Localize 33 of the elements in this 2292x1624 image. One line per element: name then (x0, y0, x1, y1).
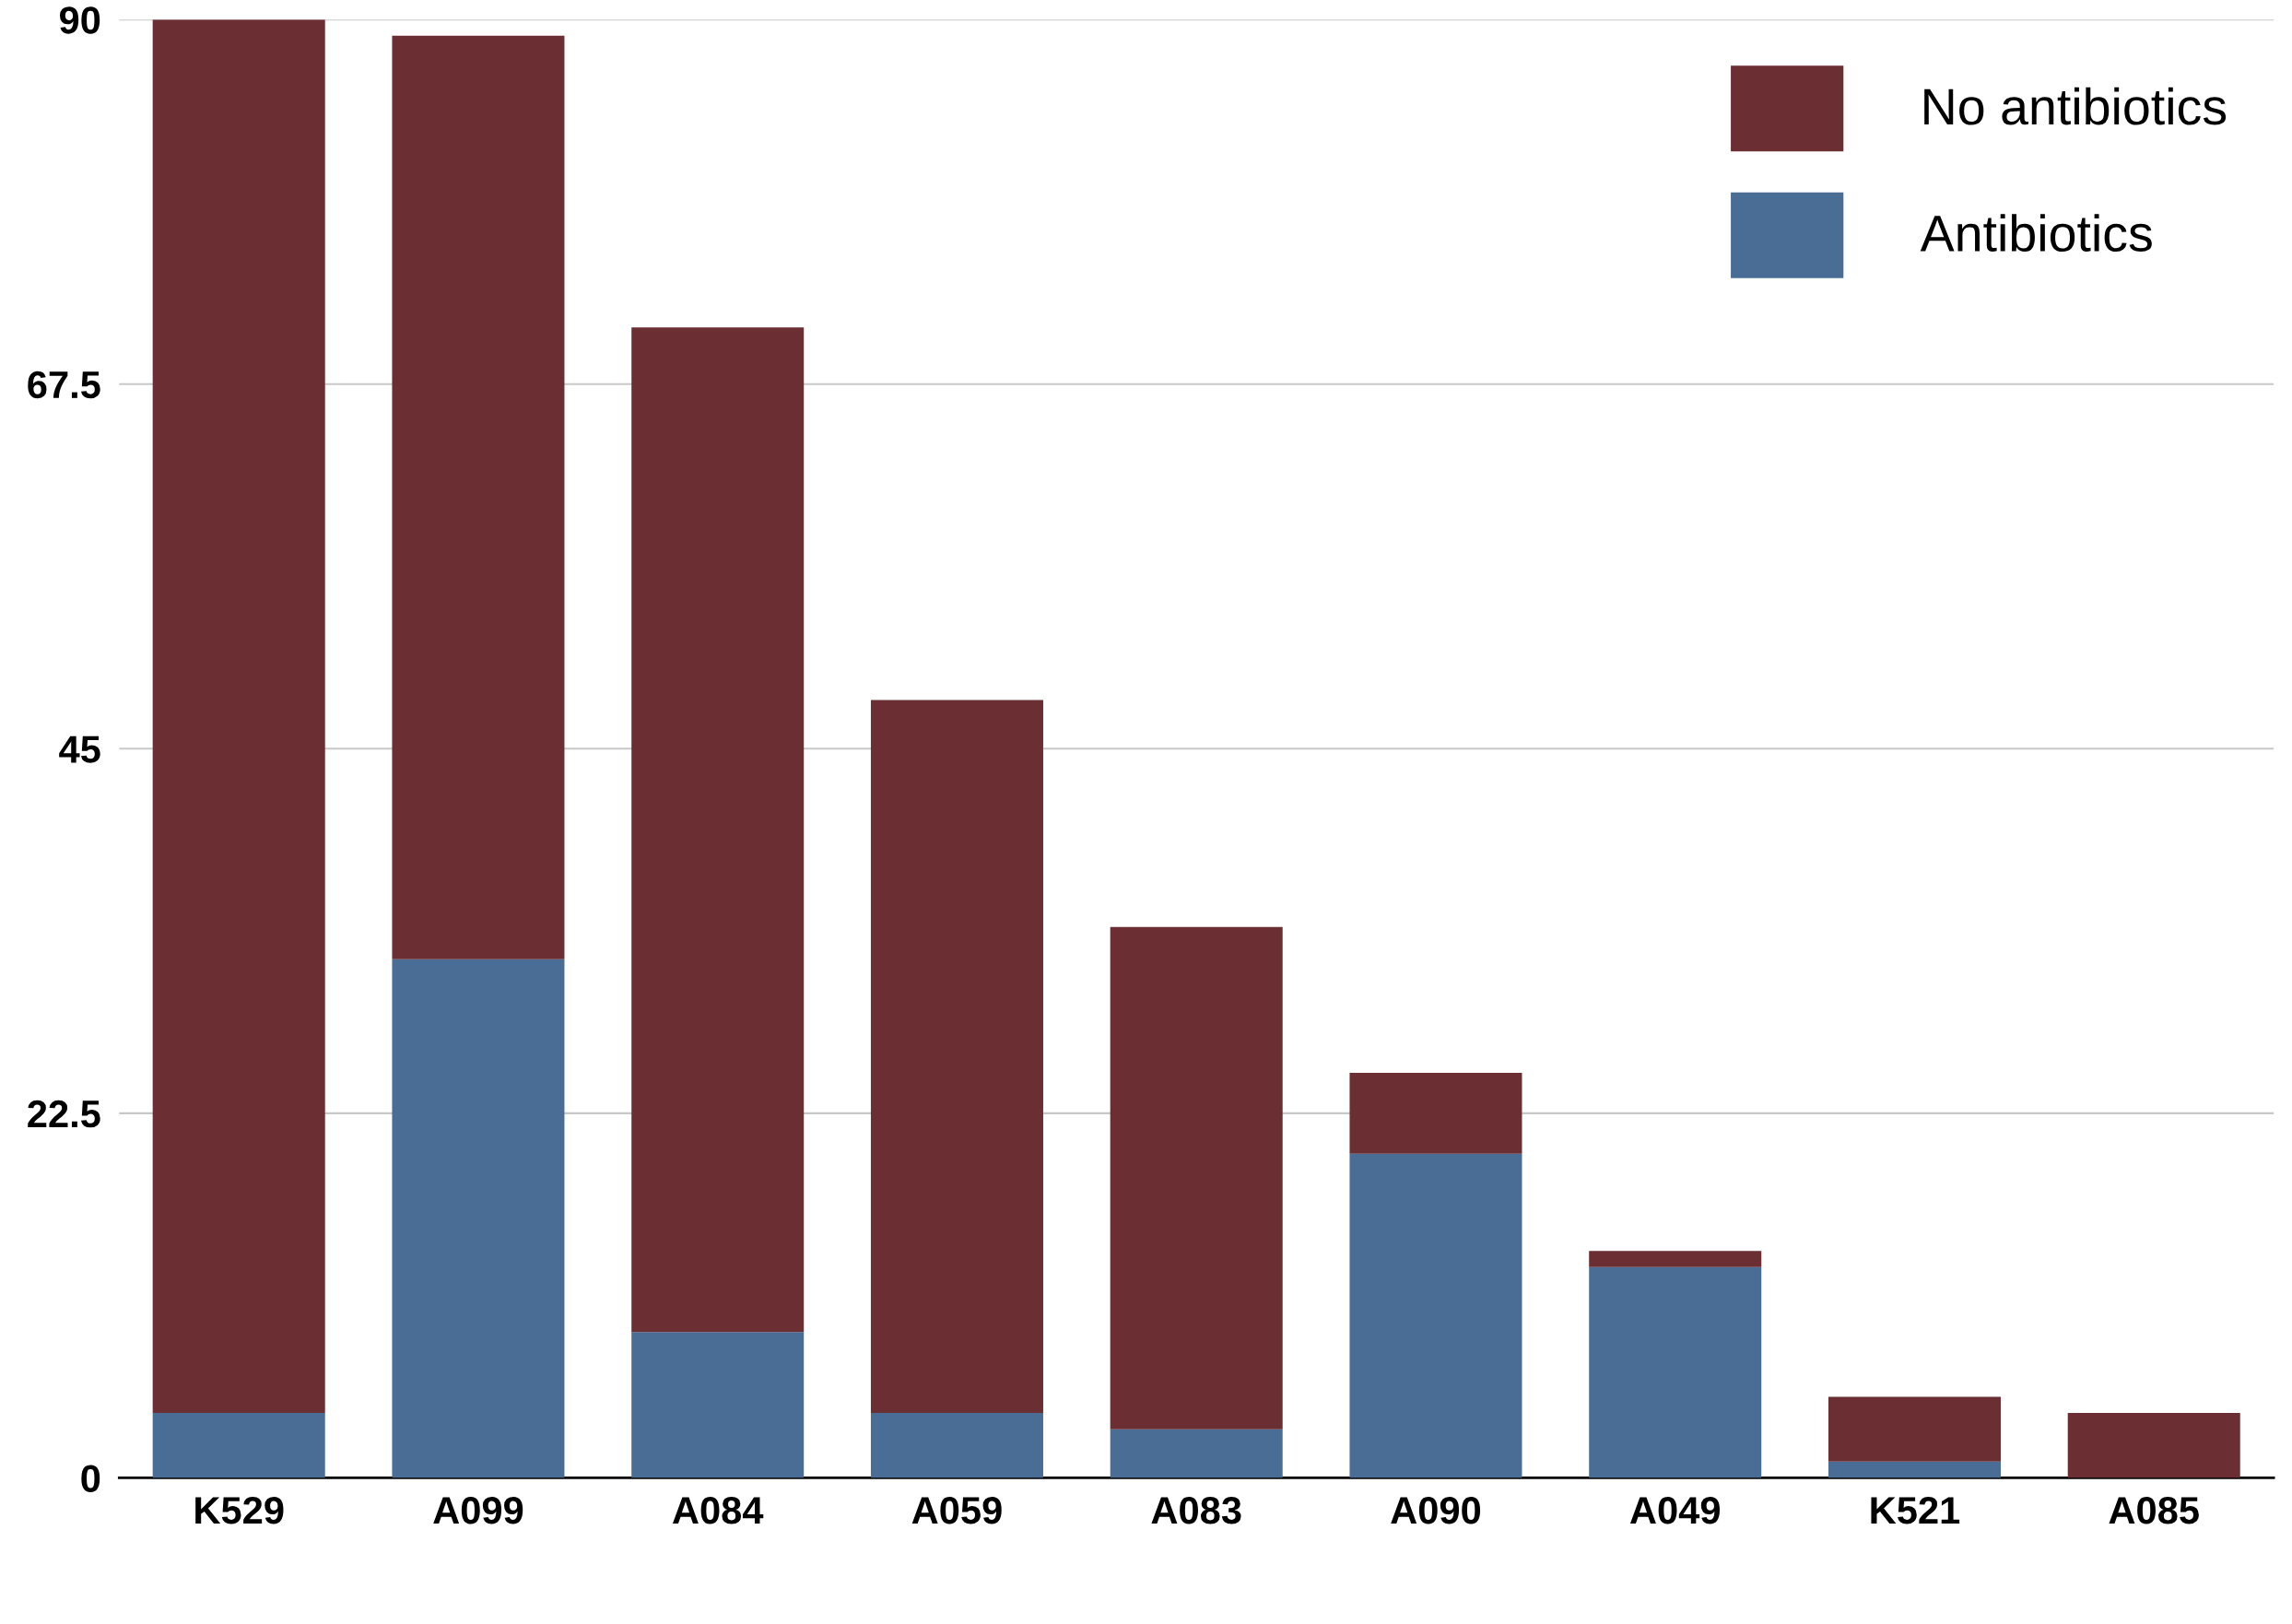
bar (631, 1332, 805, 1478)
bar (392, 35, 565, 959)
x-tick-label: A090 (1391, 1496, 1481, 1524)
bar (152, 1413, 325, 1478)
x-tick-label: A084 (672, 1496, 764, 1524)
bar (1349, 1072, 1522, 1154)
x-tick-label: K521 (1871, 1496, 1960, 1524)
y-tick-label: 90 (59, 6, 100, 34)
x-tick-label: A085 (2109, 1496, 2199, 1524)
bar (152, 19, 325, 1414)
bar (631, 327, 805, 1333)
y-tick-label: 22.5 (28, 1100, 100, 1128)
bar (1349, 1153, 1522, 1478)
legend-label: No antibiotics (1924, 87, 2227, 125)
bar (870, 700, 1043, 1414)
bar (1589, 1251, 1762, 1267)
x-tick-label: A083 (1151, 1496, 1241, 1524)
y-tick-label: 0 (81, 1465, 100, 1492)
bar (1589, 1266, 1762, 1478)
x-tick-label: A049 (1629, 1496, 1720, 1524)
bar (1110, 1429, 1283, 1478)
y-tick-label: 45 (59, 736, 100, 763)
bar (870, 1413, 1043, 1478)
x-tick-label: K529 (195, 1496, 284, 1524)
bar (1110, 926, 1283, 1430)
bar (1828, 1396, 2001, 1462)
x-tick-label: A099 (433, 1496, 523, 1524)
bar (2067, 1413, 2240, 1478)
legend-label: Antibiotics (1920, 214, 2152, 253)
x-tick-label: A059 (911, 1496, 1002, 1524)
y-tick-label: 67.5 (28, 371, 100, 399)
bar (1828, 1461, 2001, 1478)
bar (392, 959, 565, 1478)
